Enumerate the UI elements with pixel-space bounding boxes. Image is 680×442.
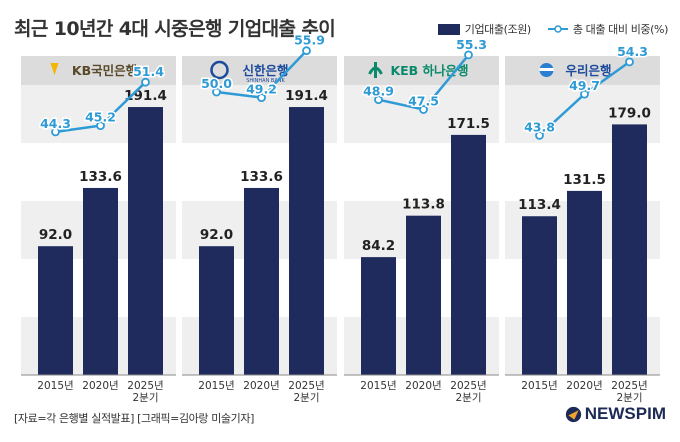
chart-title: 최근 10년간 4대 시중은행 기업대출 추이: [14, 18, 336, 40]
shinhan-icon: [210, 60, 229, 80]
category-label: 2015년: [37, 380, 73, 392]
hana-icon: [368, 62, 383, 78]
newspim-logo: NEWSPIM: [565, 404, 666, 424]
bar: [289, 107, 324, 375]
bar-value-label: 133.6: [79, 169, 122, 185]
kb-star-icon: [50, 63, 59, 75]
plot-band: [344, 85, 499, 143]
bar-value-label: 84.2: [362, 238, 395, 254]
bar: [361, 257, 396, 375]
ratio-point: [141, 77, 150, 87]
bar-value-label: 131.5: [563, 172, 606, 188]
ratio-value-label: 49.2: [246, 82, 277, 97]
bank-header: [505, 56, 660, 85]
ratio-point: [464, 50, 473, 60]
ratio-point: [212, 87, 221, 97]
bar: [612, 124, 647, 376]
ratio-value-label: 49.7: [569, 78, 600, 93]
ratio-point: [580, 89, 589, 99]
ratio-point: [625, 57, 634, 67]
bar: [567, 190, 602, 375]
bank-logo-icon: [368, 62, 383, 78]
bar-value-label: 113.4: [518, 197, 561, 213]
ratio-value-label: 44.3: [40, 116, 71, 131]
category-label: 2015년: [521, 380, 557, 392]
bar: [244, 187, 279, 375]
woori-icon-stripe: [539, 68, 554, 71]
category-label: 2025년 2분기: [450, 380, 486, 404]
category-label: 2025년 2분기: [288, 380, 324, 404]
bar-value-label: 92.0: [39, 227, 72, 243]
ratio-point: [51, 127, 60, 137]
bank-logo-icon: [50, 63, 59, 75]
bank-name-sub: SHINHAN BANK: [246, 78, 285, 84]
newspim-logo-icon: [565, 406, 581, 422]
bar-value-label: 191.4: [285, 88, 328, 104]
ratio-value-label: 55.3: [456, 37, 487, 52]
ratio-point: [96, 121, 105, 130]
bar: [83, 187, 118, 375]
ratio-value-label: 48.9: [363, 84, 394, 99]
bank-name: 신한은행: [242, 63, 288, 78]
legend-bar-swatch: [437, 23, 460, 35]
category-label: 2015년: [360, 380, 396, 392]
ratio-point: [419, 105, 428, 114]
category-label: 2020년: [405, 380, 441, 392]
ratio-value-label: 55.9: [294, 33, 325, 48]
bar-value-label: 113.8: [402, 197, 445, 213]
bar: [199, 246, 234, 375]
source-note: [자료=각 은행별 실적발표] [그래픽=김아랑 미술기자]: [14, 412, 254, 425]
category-label: 2020년: [566, 380, 602, 392]
bank-header: [21, 56, 176, 85]
legend-line-swatch: [547, 25, 568, 33]
legend-line-label: 총 대출 대비 비중(%): [572, 23, 669, 36]
legend: 기업대출(조원) 총 대출 대비 비중(%): [437, 21, 669, 37]
bar: [406, 215, 441, 375]
ratio-point: [535, 130, 544, 140]
bar: [128, 107, 163, 375]
category-label: 2025년 2분기: [127, 380, 163, 404]
category-label: 2020년: [82, 380, 118, 392]
bank-name: 우리은행: [565, 63, 611, 78]
ratio-value-label: 50.0: [201, 76, 232, 91]
ratio-value-label: 51.4: [133, 64, 164, 79]
ratio-value-label: 43.8: [524, 119, 555, 134]
ratio-point: [302, 46, 311, 56]
bar: [451, 134, 486, 375]
ratio-value-label: 45.2: [85, 110, 116, 125]
category-label: 2025년 2분기: [611, 380, 647, 404]
ratio-point: [374, 95, 383, 105]
bar-value-label: 179.0: [608, 105, 651, 121]
category-label: 2015년: [198, 380, 234, 392]
bank-logo-icon: [539, 63, 554, 77]
bank-name: KEB 하나은행: [390, 63, 468, 78]
bank-header: [182, 56, 337, 85]
bank-logo-icon: [210, 60, 229, 80]
bar: [38, 246, 73, 375]
newspim-logo-text: NEWSPIM: [584, 404, 666, 423]
bar-value-label: 133.6: [240, 169, 283, 185]
ratio-point: [257, 93, 266, 102]
bar-value-label: 171.5: [447, 116, 490, 132]
bar-value-label: 92.0: [200, 227, 233, 243]
legend-bar-label: 기업대출(조원): [464, 23, 532, 36]
bar: [522, 216, 557, 375]
category-label: 2020년: [243, 380, 279, 392]
bank-name: KB국민은행: [72, 63, 137, 78]
ratio-value-label: 47.5: [408, 94, 439, 109]
ratio-value-label: 54.3: [617, 44, 648, 59]
